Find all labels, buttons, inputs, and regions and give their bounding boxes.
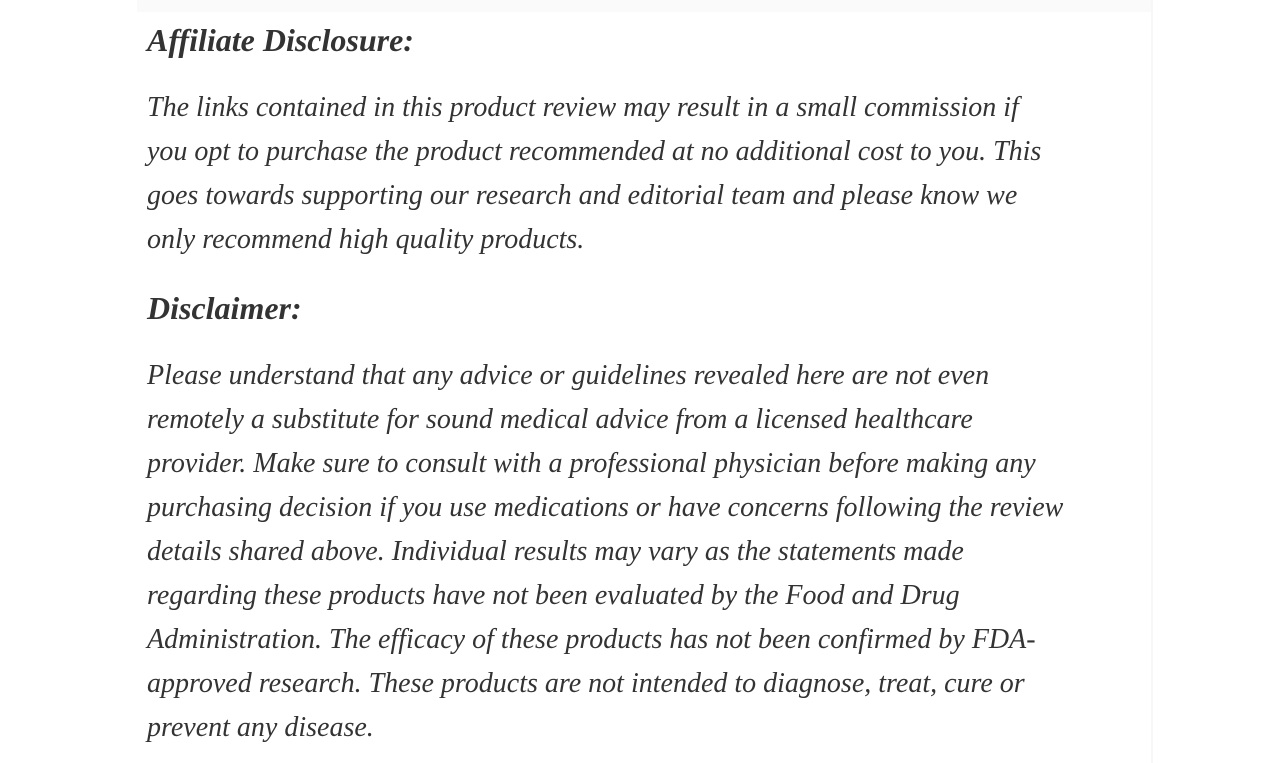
article-text: Affiliate Disclosure: The links containe… — [137, 18, 1151, 750]
affiliate-disclosure-heading: Affiliate Disclosure: — [147, 22, 414, 58]
article-content: Affiliate Disclosure: The links containe… — [137, 0, 1153, 763]
content-top-divider — [137, 0, 1151, 12]
affiliate-disclosure-paragraph: The links contained in this product revi… — [147, 92, 1042, 255]
disclaimer-paragraph: Please understand that any advice or gui… — [147, 360, 1064, 743]
disclaimer-heading: Disclaimer: — [147, 290, 302, 326]
